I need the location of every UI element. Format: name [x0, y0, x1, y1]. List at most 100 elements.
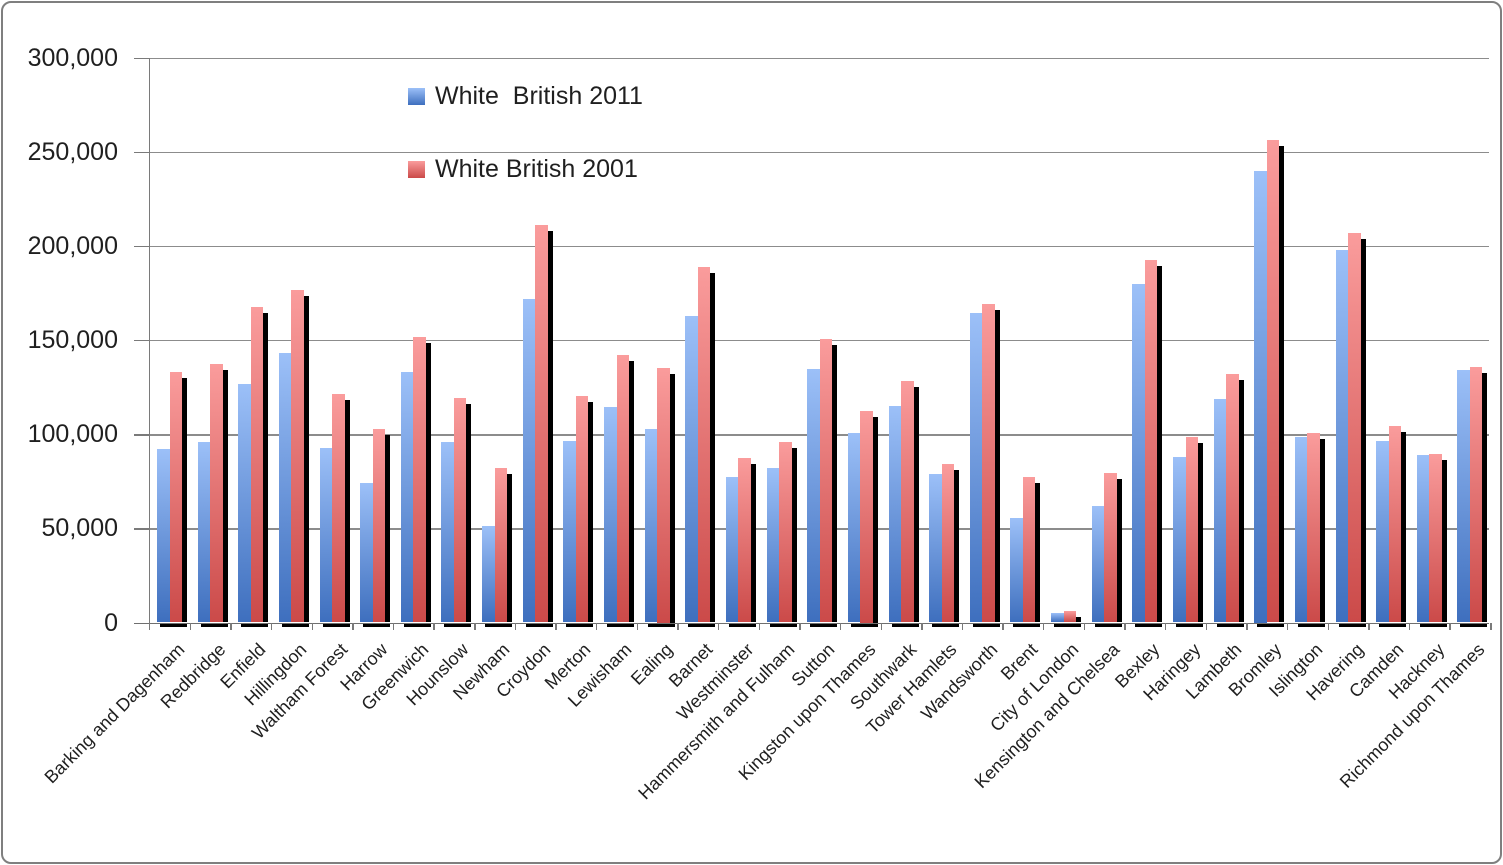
bar-2001-tower-hamlets [941, 464, 955, 623]
bar-side-shadow-barking-and-dagenham [182, 378, 187, 623]
gridline-150000 [149, 340, 1489, 342]
bar-side-shadow-hillingdon [303, 296, 309, 623]
x-tick-22 [1043, 622, 1045, 630]
bar-2011-sutton [807, 369, 820, 623]
bar-2011-barnet [685, 316, 698, 623]
bar-shadow-base-westminster [728, 622, 756, 627]
bar-2011-city-of-london [1051, 613, 1064, 623]
bar-side-shadow-camden [1401, 431, 1407, 623]
y-tick-150000 [134, 340, 149, 342]
bar-side-shadow-havering [1360, 238, 1366, 623]
bar-2011-kensington-and-chelsea [1091, 505, 1105, 623]
bar-shadow-base-kingston-upon-thames [850, 622, 878, 627]
bar-side-shadow-wandsworth [994, 310, 1000, 623]
y-tick-100000 [134, 434, 149, 436]
bar-side-shadow-kingston-upon-thames [872, 416, 878, 623]
bar-shadow-base-camden [1379, 622, 1407, 627]
bar-side-shadow-sutton [832, 345, 838, 623]
bar-2011-enfield [238, 384, 251, 623]
bar-2011-merton [563, 440, 576, 623]
bar-side-shadow-barnet [710, 273, 716, 623]
bar-2011-southwark [888, 405, 902, 623]
legend-label-2001: White British 2001 [435, 155, 638, 183]
bar-2011-tower-hamlets [929, 473, 942, 623]
bar-side-shadow-croydon [547, 231, 553, 623]
bar-shadow-base-lambeth [1216, 622, 1244, 627]
x-tick-7 [433, 622, 435, 630]
bar-2011-richmond-upon-thames [1457, 370, 1470, 623]
gridline-250000 [149, 151, 1489, 154]
bar-2011-bromley [1254, 170, 1267, 623]
bar-shadow-base-bexley [1135, 622, 1163, 627]
bar-2011-hammersmith-and-fulham [766, 468, 780, 623]
bar-2001-sutton [819, 339, 833, 623]
bar-side-shadow-bexley [1157, 265, 1163, 623]
bar-2001-havering [1348, 232, 1361, 623]
x-tick-20 [961, 622, 964, 630]
bar-side-shadow-westminster [750, 463, 756, 623]
x-tick-5 [352, 622, 354, 630]
x-tick-32 [1449, 622, 1451, 630]
bar-2011-hackney [1416, 454, 1430, 623]
bar-shadow-base-croydon [525, 622, 553, 627]
x-tick-4 [311, 622, 313, 630]
y-axis-label-50000: 50,000 [41, 514, 118, 543]
bar-shadow-base-harrow [363, 622, 391, 627]
bar-side-shadow-hounslow [466, 404, 472, 623]
bar-2011-lewisham [604, 406, 617, 623]
x-axis-line [134, 622, 1489, 625]
bar-side-shadow-redbridge [222, 370, 228, 623]
bar-side-shadow-harrow [385, 434, 391, 623]
bar-shadow-base-wandsworth [972, 622, 1000, 627]
bar-2011-barking-and-dagenham [157, 449, 170, 623]
bar-2001-enfield [250, 307, 264, 623]
x-tick-15 [758, 622, 760, 630]
bar-shadow-base-greenwich [403, 622, 431, 627]
x-tick-8 [474, 622, 476, 630]
x-tick-25 [1165, 622, 1167, 630]
bar-2001-barking-and-dagenham [169, 372, 182, 623]
x-tick-17 [839, 622, 842, 630]
legend-swatch-2001 [408, 161, 425, 178]
bar-2011-hounslow [441, 441, 454, 623]
x-tick-33 [1490, 622, 1492, 630]
bar-side-shadow-bromley [1279, 146, 1285, 623]
bar-2001-newham [494, 468, 508, 623]
bar-2011-havering [1335, 249, 1349, 623]
bar-2001-hounslow [453, 398, 467, 623]
bar-2001-islington [1307, 433, 1320, 623]
bar-2011-redbridge [197, 441, 211, 623]
y-tick-250000 [134, 151, 149, 154]
bar-shadow-base-richmond-upon-thames [1460, 622, 1488, 627]
bar-2011-camden [1376, 440, 1389, 623]
bar-side-shadow-ealing [669, 374, 675, 623]
bar-shadow-base-southwark [891, 622, 919, 627]
x-tick-3 [270, 622, 273, 630]
bar-shadow-base-hackney [1419, 622, 1447, 627]
bar-2011-ealing [644, 428, 658, 623]
bar-2001-harrow [372, 428, 386, 623]
bar-2011-greenwich [400, 372, 414, 623]
bar-shadow-base-waltham-forest [322, 622, 350, 627]
y-axis-label-250000: 250,000 [27, 137, 118, 166]
bar-2011-croydon [522, 298, 536, 623]
legend-label-2011: White British 2011 [435, 82, 643, 110]
legend-swatch-2011 [408, 88, 425, 105]
bar-2011-harrow [360, 483, 373, 623]
bar-2001-richmond-upon-thames [1469, 367, 1483, 623]
x-tick-26 [1205, 622, 1208, 630]
bar-2001-kensington-and-chelsea [1104, 472, 1117, 623]
y-tick-50000 [134, 528, 149, 530]
bar-2011-brent [1010, 517, 1023, 623]
bar-shadow-base-hounslow [444, 622, 472, 627]
bar-2011-lambeth [1213, 399, 1227, 623]
bar-shadow-base-ealing [647, 622, 675, 627]
bar-2001-wandsworth [982, 304, 995, 623]
x-tick-1 [189, 622, 192, 630]
x-tick-10 [555, 622, 557, 630]
bar-2001-lambeth [1226, 373, 1239, 623]
y-axis-label-100000: 100,000 [27, 420, 118, 449]
bar-side-shadow-brent [1035, 483, 1041, 623]
bar-shadow-base-haringey [1176, 622, 1203, 627]
y-axis-label-150000: 150,000 [27, 326, 118, 354]
